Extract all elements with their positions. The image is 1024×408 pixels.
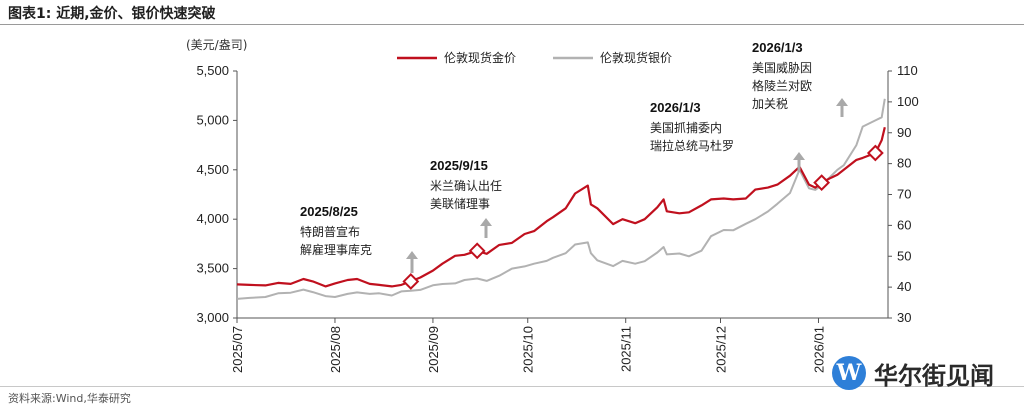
- gold-event-marker: [468, 242, 486, 260]
- annotation-text: 瑞拉总统马杜罗: [650, 138, 734, 153]
- annotation-text: 格陵兰对欧: [752, 78, 812, 93]
- legend-label: 伦敦现货金价: [444, 50, 516, 65]
- right-tick-label: 70: [897, 187, 911, 202]
- right-tick-label: 50: [897, 248, 911, 263]
- right-tick-label: 90: [897, 125, 911, 140]
- right-tick-label: 80: [897, 156, 911, 171]
- series-group: [236, 98, 886, 300]
- gold-event-marker: [866, 144, 884, 162]
- watermark: W 华尔街见闻: [832, 351, 994, 395]
- right-tick-label: 40: [897, 279, 911, 294]
- watermark-logo-icon: W: [832, 356, 866, 390]
- annotation-date: 2025/9/15: [430, 158, 488, 173]
- annotation-date: 2025/8/25: [300, 204, 358, 219]
- event-arrow-2-head: [480, 218, 492, 226]
- annotation-text: 加关税: [752, 97, 788, 111]
- annotation-text: 米兰确认出任: [430, 179, 502, 193]
- left-tick-label: 4,000: [196, 211, 229, 226]
- source-divider: [0, 386, 1024, 387]
- right-tick-label: 100: [897, 94, 919, 109]
- right-tick-label: 30: [897, 310, 911, 325]
- annotation-text: 解雇理事库克: [300, 242, 372, 257]
- x-tick-label: 2026/01: [811, 326, 826, 373]
- legend-label: 伦敦现货银价: [600, 50, 672, 65]
- axes-group: 3,000 3,500 4,000 4,500 5,000 5,500 30 40 50 60 70…: [196, 63, 918, 373]
- price-chart: 3,000 3,500 4,000 4,500 5,000 5,500 30 40 50 60 70…: [196, 40, 918, 373]
- x-tick-label: 2025/11: [619, 326, 634, 372]
- right-tick-label: 60: [897, 217, 911, 232]
- x-tick-label: 2025/12: [714, 326, 729, 373]
- event-arrow-3-head: [793, 152, 805, 160]
- x-tick-label: 2025/10: [521, 326, 536, 373]
- annotation-date: 2026/1/3: [752, 40, 803, 55]
- event-arrow-4-head: [836, 98, 848, 106]
- annotation-text: 美联储理事: [430, 196, 490, 211]
- legend: 伦敦现货金价 伦敦现货银价: [397, 50, 672, 65]
- x-tick-label: 2025/08: [328, 326, 343, 373]
- annotation-text: 美国威胁因: [752, 60, 812, 75]
- gold-price-line: [236, 127, 886, 288]
- left-tick-label: 3,500: [196, 261, 229, 276]
- gold-event-marker: [402, 273, 420, 290]
- x-tick-label: 2025/07: [230, 326, 245, 373]
- silver-price-line: [236, 98, 886, 300]
- annotation-text: 美国抓捕委内: [650, 120, 722, 135]
- left-tick-label: 5,000: [196, 112, 229, 127]
- event-arrow-1-head: [406, 251, 418, 259]
- left-tick-label: 4,500: [196, 162, 229, 177]
- annotation-date: 2026/1/3: [650, 100, 701, 115]
- title-divider: [0, 24, 1024, 25]
- figure-title: 图表1: 近期,金价、银价快速突破: [8, 6, 216, 22]
- annotation-text: 特朗普宣布: [300, 224, 360, 239]
- left-axis-unit: (美元/盎司): [186, 38, 248, 52]
- source-note: 资料来源:Wind,华泰研究: [8, 392, 131, 405]
- gold-event-marker: [813, 174, 831, 192]
- watermark-text: 华尔街见闻: [874, 361, 994, 390]
- left-tick-label: 3,000: [196, 310, 229, 325]
- right-tick-label: 110: [897, 63, 918, 78]
- x-tick-label: 2025/09: [426, 326, 441, 373]
- left-tick-label: 5,500: [196, 63, 229, 78]
